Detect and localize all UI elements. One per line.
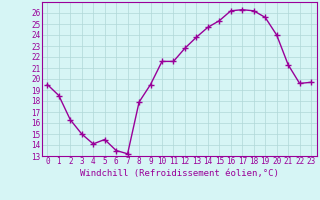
X-axis label: Windchill (Refroidissement éolien,°C): Windchill (Refroidissement éolien,°C): [80, 169, 279, 178]
